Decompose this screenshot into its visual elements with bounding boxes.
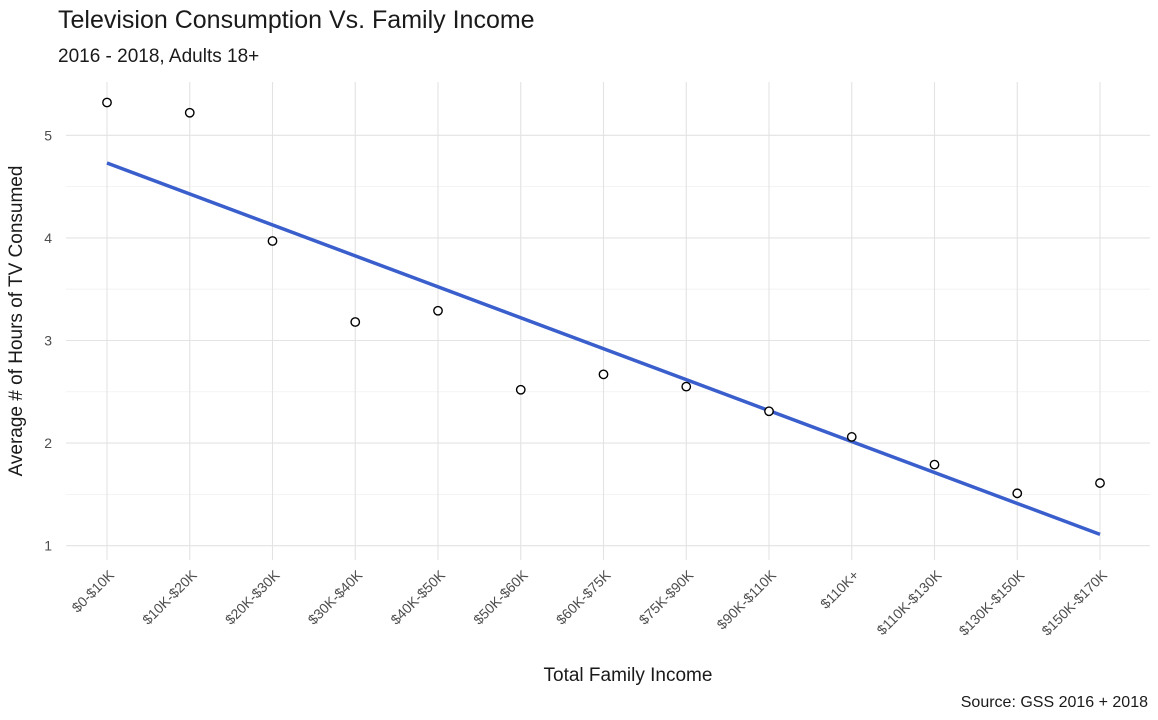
trend-line xyxy=(106,161,1101,536)
source-caption: Source: GSS 2016 + 2018 xyxy=(960,694,1148,711)
chart-subtitle: 2016 - 2018, Adults 18+ xyxy=(58,46,260,67)
data-point xyxy=(929,459,940,470)
x-tick-label: $90K-$110K xyxy=(713,566,779,632)
data-point xyxy=(598,369,609,380)
x-tick-label: $0-$10K xyxy=(68,566,117,615)
y-tick-label: 2 xyxy=(44,435,52,451)
y-tick-labels: 1 2 3 4 5 xyxy=(44,127,52,553)
gridlines xyxy=(66,82,1150,560)
data-point xyxy=(515,384,526,395)
x-tick-label: $110K+ xyxy=(817,567,862,612)
data-point xyxy=(846,432,857,442)
x-axis-title: Total Family Income xyxy=(544,665,713,686)
data-point xyxy=(350,317,361,327)
y-tick-label: 1 xyxy=(44,538,52,554)
y-tick-label: 3 xyxy=(44,332,52,348)
y-tick-label: 4 xyxy=(44,230,52,246)
x-tick-label: $130K-$150K xyxy=(956,566,1028,638)
y-tick-label: 5 xyxy=(44,127,52,143)
x-tick-labels: $0-$10K $10K-$20K $20K-$30K $30K-$40K $40K-$… xyxy=(68,566,1110,638)
x-tick-label: $75K-$90K xyxy=(636,566,697,627)
x-tick-label: $50K-$60K xyxy=(470,566,531,627)
data-point xyxy=(433,305,443,316)
x-tick-label: $20K-$30K xyxy=(222,566,283,627)
data-point xyxy=(102,97,112,108)
data-point xyxy=(764,406,774,417)
chart-title: Television Consumption Vs. Family Income xyxy=(58,6,535,34)
trend-line-group xyxy=(106,161,1101,536)
data-points xyxy=(102,97,1105,499)
y-axis-title: Average # of Hours of TV Consumed xyxy=(6,166,27,477)
data-point xyxy=(1095,478,1105,488)
data-point xyxy=(1012,488,1023,499)
x-tick-label: $60K-$75K xyxy=(553,566,614,627)
x-tick-label: $110K-$130K xyxy=(873,566,945,638)
x-tick-label: $150K-$170K xyxy=(1038,566,1110,638)
x-tick-label: $30K-$40K xyxy=(305,566,366,627)
x-tick-label: $40K-$50K xyxy=(387,566,448,627)
data-point xyxy=(184,107,195,118)
x-tick-label: $10K-$20K xyxy=(139,566,200,627)
data-point xyxy=(267,236,278,246)
data-point xyxy=(681,381,692,392)
